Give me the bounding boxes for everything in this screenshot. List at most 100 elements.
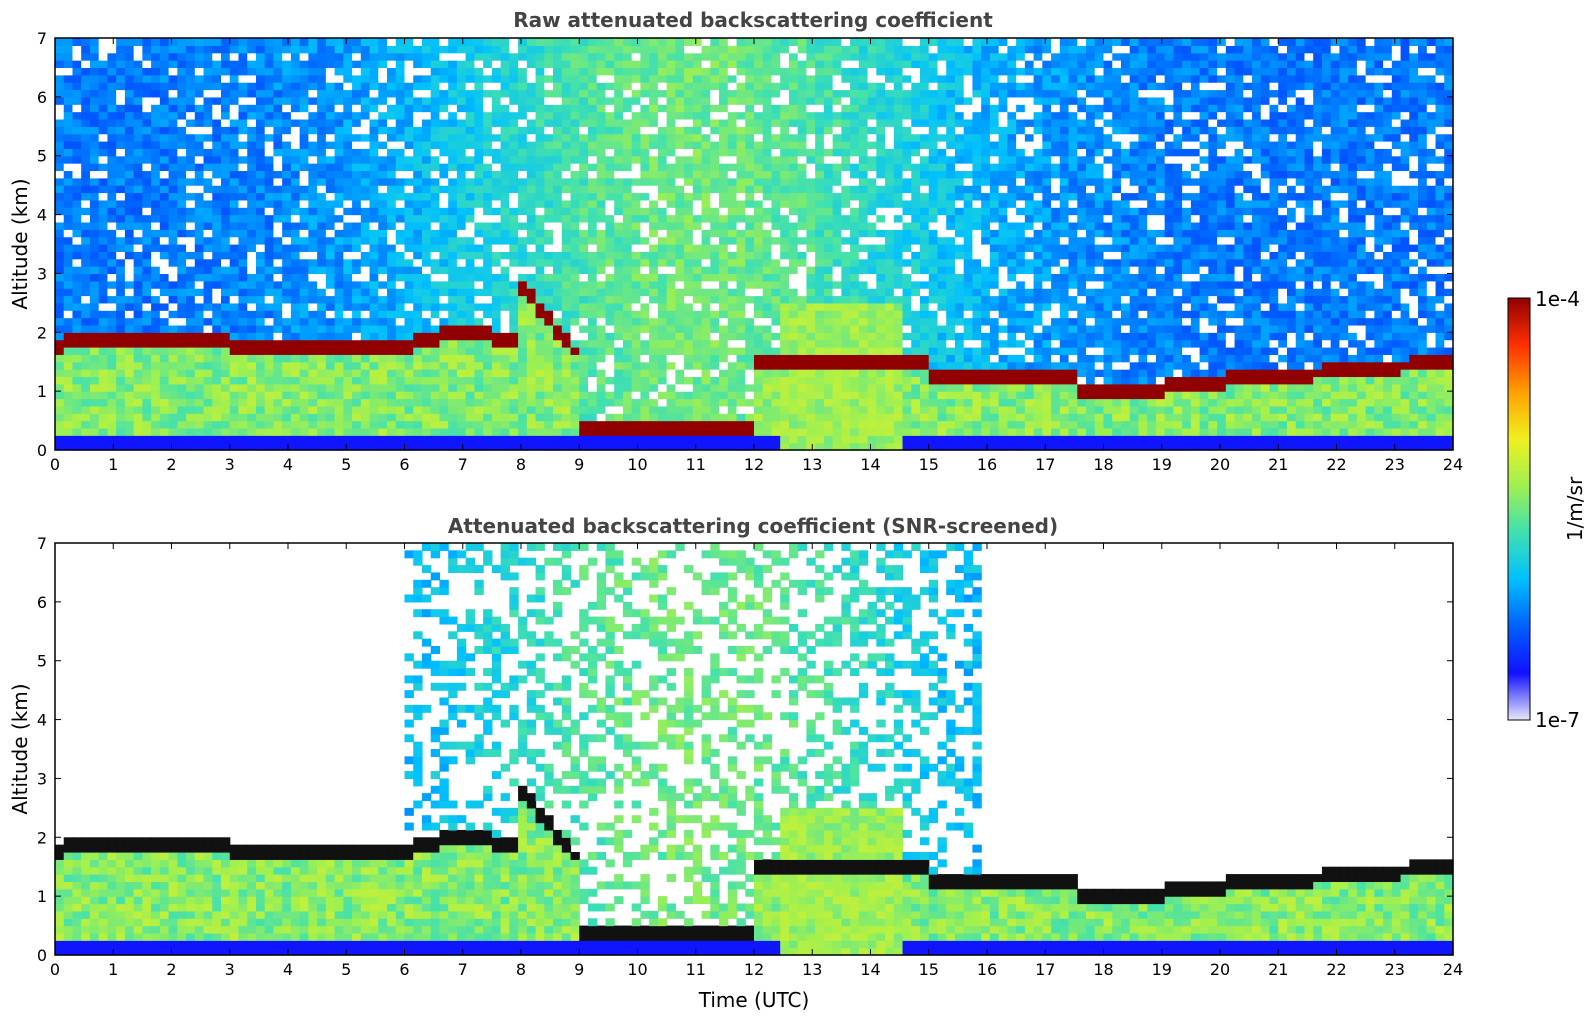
heatmap-cell [290, 229, 301, 238]
heatmap-cell [186, 89, 196, 98]
heatmap-cell [736, 229, 746, 238]
heatmap-cell [238, 383, 248, 392]
heatmap-cell [736, 170, 746, 179]
heatmap-cell [587, 376, 598, 385]
heatmap-cell [579, 45, 589, 54]
heatmap-cell [561, 118, 572, 127]
heatmap-cell [317, 177, 327, 186]
heatmap-cell [317, 185, 327, 194]
heatmap-cell [89, 361, 100, 370]
heatmap-cell [719, 288, 729, 297]
heatmap-cell [675, 60, 685, 69]
heatmap-cell [439, 266, 449, 275]
heatmap-cell [177, 435, 187, 444]
heatmap-cell [81, 273, 91, 282]
heatmap-cell [762, 317, 773, 326]
heatmap-cell [133, 38, 143, 46]
heatmap-cell [343, 280, 353, 289]
heatmap-cell [360, 339, 371, 348]
heatmap-cell [55, 383, 65, 392]
heatmap-cell [151, 38, 161, 46]
heatmap-cell [107, 251, 117, 260]
heatmap-cell [55, 118, 65, 127]
heatmap-cell [387, 369, 397, 378]
heatmap-cell [587, 163, 598, 172]
heatmap-cell [710, 192, 720, 201]
heatmap-cell [133, 214, 143, 223]
heatmap-cell [710, 398, 720, 407]
heatmap-cell [238, 302, 248, 311]
heatmap-cell [325, 229, 336, 238]
heatmap-cell [89, 280, 100, 289]
heatmap-cell [63, 126, 74, 135]
heatmap-cell [421, 236, 432, 245]
heatmap-cell [719, 391, 729, 400]
heatmap-cell [614, 420, 624, 429]
heatmap-cell [203, 236, 213, 245]
heatmap-cell [299, 207, 309, 216]
heatmap-cell [264, 111, 275, 120]
heatmap-cell [736, 82, 746, 91]
heatmap-cell [430, 398, 441, 407]
heatmap-cell [89, 236, 100, 245]
heatmap-cell [72, 89, 82, 98]
heatmap-cell [622, 435, 633, 444]
heatmap-cell [395, 258, 406, 267]
heatmap-cell [465, 185, 475, 194]
heatmap-cell [684, 339, 694, 348]
heatmap-cell [124, 427, 135, 436]
heatmap-cell [421, 199, 432, 208]
heatmap-cell [526, 38, 537, 46]
heatmap-cell [229, 391, 240, 400]
heatmap-cell [675, 310, 685, 319]
heatmap-cell [229, 332, 240, 341]
heatmap-cell [535, 185, 545, 194]
heatmap-cell [55, 361, 65, 370]
heatmap-cell [596, 141, 607, 149]
heatmap-cell [561, 376, 572, 385]
heatmap-cell [788, 229, 799, 238]
heatmap-cell [229, 266, 240, 275]
heatmap-cell [657, 163, 668, 172]
heatmap-cell [151, 435, 161, 444]
heatmap-cell [727, 427, 738, 436]
heatmap-cell [605, 126, 615, 135]
heatmap-cell [605, 339, 615, 348]
heatmap-cell [159, 244, 170, 252]
heatmap-cell [762, 302, 773, 311]
heatmap-cell [701, 324, 711, 333]
heatmap-cell [570, 317, 580, 326]
heatmap-cell [692, 89, 703, 98]
heatmap-cell [456, 118, 467, 127]
heatmap-cell [727, 177, 738, 186]
heatmap-cell [159, 177, 170, 186]
heatmap-cell [448, 295, 458, 304]
heatmap-cell [413, 163, 423, 172]
heatmap-cell [421, 214, 432, 223]
heatmap-cell [509, 221, 519, 230]
heatmap-cell [640, 288, 650, 297]
heatmap-cell [124, 369, 135, 378]
heatmap-cell [142, 295, 152, 304]
heatmap-cell [360, 177, 371, 186]
heatmap-cell [762, 221, 773, 230]
heatmap-cell [754, 251, 764, 260]
heatmap-cell [806, 405, 816, 414]
heatmap-cell [387, 170, 397, 179]
heatmap-cell [640, 38, 650, 46]
heatmap-cell [238, 273, 248, 282]
heatmap-cell [483, 185, 493, 194]
heatmap-cell [666, 244, 676, 252]
heatmap-cell [448, 207, 458, 216]
heatmap-cell [89, 163, 100, 172]
heatmap-cell [378, 185, 388, 194]
heatmap-cell [238, 133, 248, 142]
heatmap-cell [124, 398, 135, 407]
heatmap-cell [290, 383, 301, 392]
heatmap-cell [465, 126, 475, 135]
heatmap-cell [439, 339, 449, 348]
heatmap-cell [631, 383, 642, 392]
heatmap-cell [404, 310, 414, 319]
heatmap-cell [229, 413, 240, 422]
heatmap-cell [63, 310, 74, 319]
